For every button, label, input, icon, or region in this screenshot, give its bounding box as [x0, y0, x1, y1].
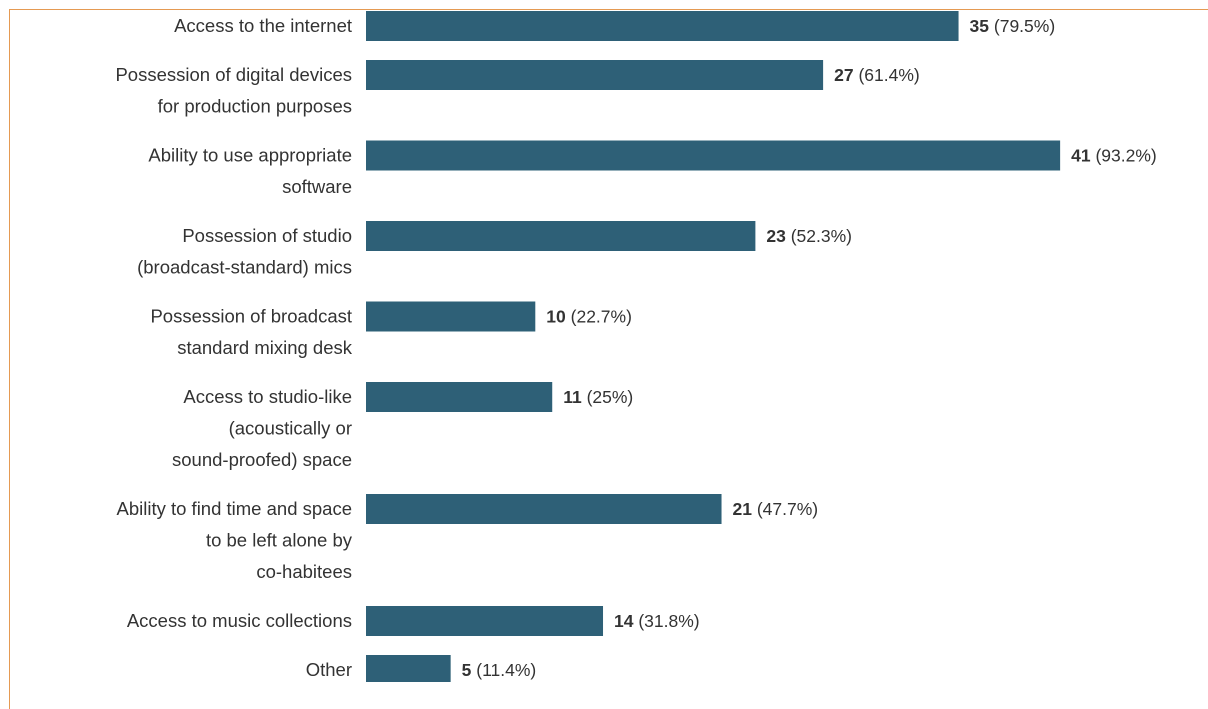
bar [366, 655, 451, 682]
data-label: 21 (47.7%) [733, 499, 819, 519]
category-label: Other [306, 659, 352, 680]
category-label: Possession of broadcast [150, 306, 352, 327]
category-label: (acoustically or [229, 418, 352, 439]
bar [366, 221, 756, 251]
bar [366, 494, 722, 524]
category-label: sound-proofed) space [172, 449, 352, 470]
chart-frame [9, 9, 1208, 709]
data-label: 10 (22.7%) [546, 307, 632, 327]
data-label: 11 (25%) [563, 387, 633, 407]
bar [366, 60, 824, 90]
category-label: software [282, 176, 352, 197]
category-label: Access to studio-like [183, 386, 352, 407]
category-label: Possession of digital devices [115, 64, 352, 85]
bar [366, 301, 536, 332]
category-label: Ability to use appropriate [148, 145, 352, 166]
category-label: Access to the internet [174, 15, 352, 36]
data-label: 27 (61.4%) [834, 65, 920, 85]
category-label: for production purposes [158, 96, 352, 117]
category-label: standard mixing desk [177, 337, 353, 358]
bar [366, 140, 1061, 171]
data-label: 35 (79.5%) [970, 16, 1056, 36]
category-label: to be left alone by [206, 530, 353, 551]
data-label: 41 (93.2%) [1071, 146, 1157, 166]
category-label: (broadcast-standard) mics [137, 257, 352, 278]
category-label: Ability to find time and space [117, 498, 353, 519]
data-label: 23 (52.3%) [766, 226, 852, 246]
data-label: 5 (11.4%) [462, 660, 537, 680]
category-label: Access to music collections [127, 610, 352, 631]
category-label: Possession of studio [182, 225, 352, 246]
bar-chart: Access to the internet 35 (79.5%) Possessi… [115, 11, 1157, 682]
bar [366, 382, 553, 412]
bar [366, 606, 604, 636]
data-label: 14 (31.8%) [614, 611, 700, 631]
category-label: co-habitees [256, 561, 352, 582]
bar [366, 11, 959, 41]
